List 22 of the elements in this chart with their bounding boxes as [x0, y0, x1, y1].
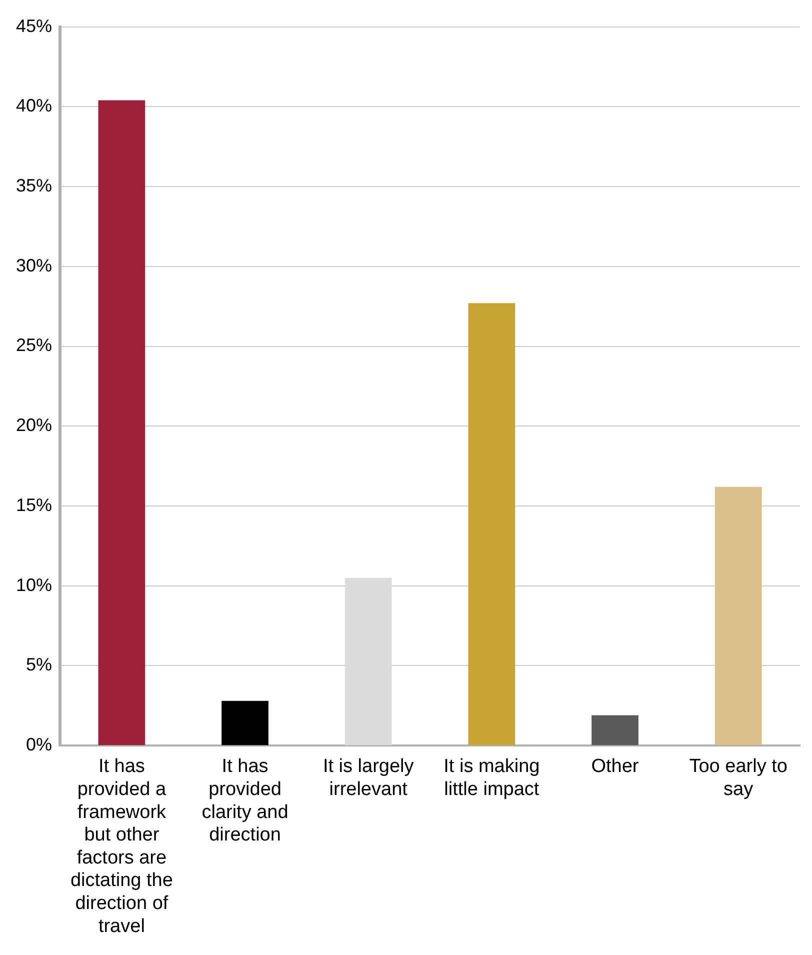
y-tick-label: 30%	[16, 255, 52, 276]
y-tick-label: 45%	[16, 16, 52, 36]
x-tick-label: It is largely irrelevant	[322, 756, 414, 800]
bar	[344, 578, 392, 746]
bar	[714, 486, 762, 746]
y-tick-label: 0%	[26, 734, 52, 755]
x-tick-label: It is making little impact	[444, 756, 540, 800]
y-tick-label: 5%	[26, 654, 52, 675]
y-tick-label: 15%	[16, 494, 52, 515]
bar	[468, 303, 516, 746]
y-tick-label: 10%	[16, 574, 52, 595]
y-tick-label: 40%	[16, 96, 52, 116]
bar	[592, 715, 638, 746]
y-tick-label: 35%	[16, 176, 52, 196]
x-tick-label: Too early to say	[689, 756, 788, 800]
x-tick-label: Other	[591, 756, 640, 778]
x-tick-label: It has provided a framework but other factors are dictating the direction of travel	[70, 756, 173, 937]
bar	[98, 100, 146, 746]
bar	[222, 700, 268, 746]
y-tick-label: 20%	[16, 415, 52, 436]
y-tick-label: 25%	[16, 335, 52, 356]
x-tick-label: It has provided clarity and direction	[202, 756, 288, 846]
